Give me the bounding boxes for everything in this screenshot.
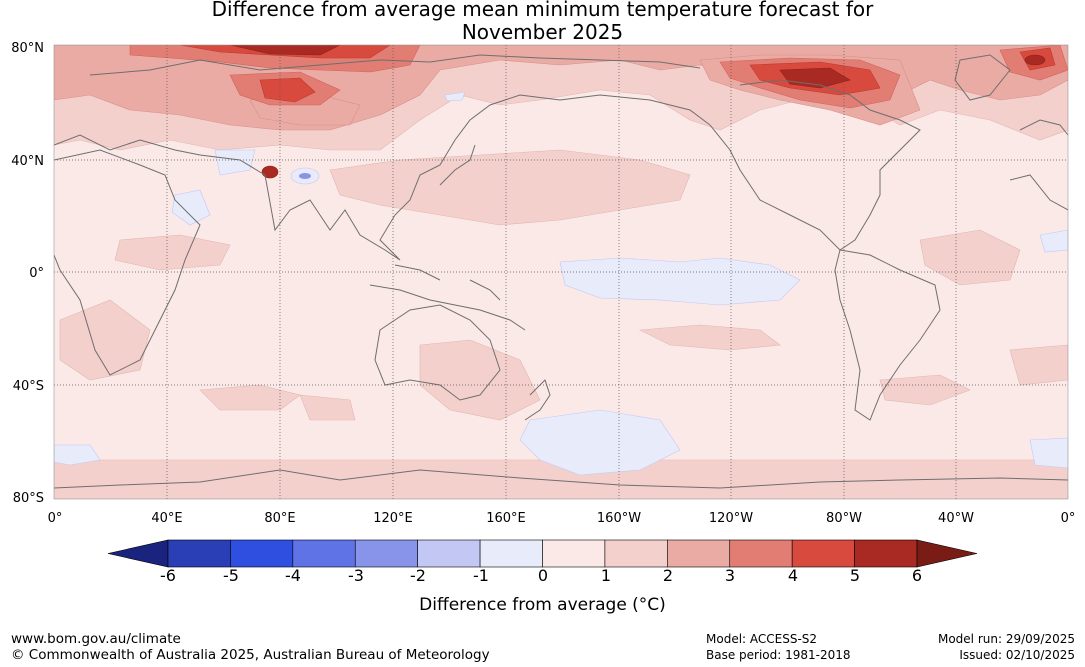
graticule (54, 45, 1068, 499)
colorbar-segment (791, 539, 855, 568)
coastlines (54, 54, 1068, 489)
colorbar-tick-label: -4 (285, 566, 301, 585)
footer-model-run: Model run: 29/09/2025 (937, 632, 1075, 646)
colorbar-tick-label: 6 (911, 566, 923, 585)
footer-copyright: © Commonwealth of Australia 2025, Austra… (11, 647, 490, 663)
colorbar-tick-label: 0 (537, 566, 549, 585)
longitude-labels: 0° 40°E 80°E 120°E 160°E 160°W 120°W 80°… (48, 511, 1076, 526)
colorbar-segment (230, 539, 294, 568)
colorbar-segment (542, 539, 606, 568)
colorbar-tick-label: 2 (662, 566, 674, 585)
colorbar-extend-low (107, 539, 169, 568)
lat-label: 80°S (13, 491, 44, 506)
colorbar-segment (292, 539, 356, 568)
colorbar-tick-label: -2 (410, 566, 426, 585)
lon-label: 160°W (597, 511, 641, 526)
colorbar-segment (167, 539, 231, 568)
colorbar-extend-high (916, 539, 978, 568)
footer-url[interactable]: www.bom.gov.au/climate (11, 631, 181, 647)
map-frame (53, 44, 1069, 500)
anomaly-5-to-6-regions (229, 45, 1046, 179)
footer-base-period: Base period: 1981-2018 (706, 648, 851, 662)
colorbar-segment (417, 539, 481, 568)
colorbar-segment (667, 539, 731, 568)
colorbar-segment (479, 539, 543, 568)
colorbar-segment (854, 539, 918, 568)
lon-label: 40°W (938, 511, 974, 526)
footer-model: Model: ACCESS-S2 (706, 632, 818, 646)
anomaly-minus1-to-0-regions (54, 91, 1068, 476)
colorbar-tick-label: -3 (348, 566, 364, 585)
lon-label: 120°E (373, 511, 413, 526)
lon-label: 80°W (826, 511, 862, 526)
colorbar-title: Difference from average (°C) (419, 595, 666, 615)
colorbar-segment (354, 539, 418, 568)
colorbar-tick-label: 4 (787, 566, 799, 585)
colorbar-segment (604, 539, 668, 568)
lon-label: 80°E (264, 511, 295, 526)
colorbar-tick-label: 5 (849, 566, 861, 585)
colorbar (107, 539, 978, 568)
colorbar-tick-label: -6 (160, 566, 176, 585)
lat-label: 40°N (11, 154, 44, 169)
lon-label: 0° (1061, 511, 1076, 526)
anomaly-cold-spot (299, 173, 311, 179)
lon-label: 40°E (151, 511, 182, 526)
colorbar-segment (729, 539, 793, 568)
map-title-line-2: November 2025 (461, 20, 624, 44)
colorbar-tick-label: -1 (473, 566, 489, 585)
footer-issued: Issued: 02/10/2025 (959, 648, 1075, 662)
lon-label: 0° (48, 511, 63, 526)
latitude-labels: 80°N 40°N 0° 40°S 80°S (11, 41, 44, 506)
lon-label: 160°E (486, 511, 526, 526)
colorbar-tick-label: 1 (600, 566, 612, 585)
colorbar-tick-label: 3 (724, 566, 736, 585)
colorbar-tick-label: -5 (223, 566, 239, 585)
map-title-line-1: Difference from average mean minimum tem… (211, 0, 874, 21)
lat-label: 80°N (11, 41, 44, 56)
lon-label: 120°W (709, 511, 753, 526)
lat-label: 40°S (13, 379, 44, 394)
lat-label: 0° (29, 266, 44, 281)
